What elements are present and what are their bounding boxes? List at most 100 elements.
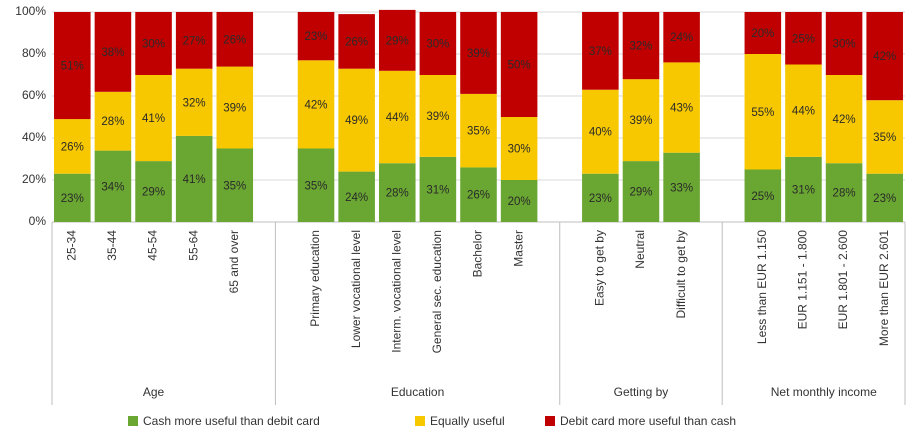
y-tick-label: 20% [22, 172, 46, 186]
data-label: 44% [386, 112, 409, 124]
x-tick-label: Easy to get by [593, 230, 607, 306]
bar-segment [94, 91, 132, 151]
data-label: 29% [629, 187, 652, 199]
x-tick-label: Neutral [633, 230, 647, 269]
data-label: 42% [305, 99, 328, 111]
bar-segment [582, 173, 619, 222]
bar-segment [582, 89, 619, 174]
bar-segment [419, 12, 457, 75]
bar-segment [582, 12, 619, 90]
data-label: 26% [223, 34, 246, 46]
data-label: 38% [101, 47, 124, 59]
x-tick-label: General sec. education [430, 230, 444, 353]
bar-segment [744, 169, 782, 222]
bar-segment [785, 156, 822, 222]
data-label: 39% [467, 48, 490, 60]
data-label: 35% [223, 180, 246, 192]
bar-segment [419, 156, 457, 222]
data-label: 35% [873, 132, 896, 144]
bar-segment [500, 180, 538, 222]
x-tick-label: Interm. vocational level [389, 230, 403, 353]
x-tick-label: Bachelor [471, 230, 485, 277]
data-label: 49% [345, 115, 368, 127]
data-label: 31% [426, 184, 449, 196]
group-label: Age [143, 385, 165, 399]
bar-segment [866, 100, 903, 174]
data-label: 41% [142, 113, 165, 125]
bar-segment [500, 117, 538, 180]
data-label: 27% [183, 35, 206, 47]
data-label: 30% [142, 39, 165, 51]
y-tick-label: 40% [22, 130, 46, 144]
bar-segment [135, 75, 172, 162]
data-label: 35% [467, 126, 490, 138]
data-label: 29% [386, 35, 409, 47]
data-label: 23% [589, 193, 612, 205]
x-tick-label: Master [511, 230, 525, 267]
data-label: 23% [873, 193, 896, 205]
bar-segment [866, 12, 903, 101]
bar-segment [785, 64, 822, 157]
x-tick-label: EUR 1.801 - 2.600 [836, 230, 850, 330]
legend-swatch [128, 416, 138, 426]
group-label: Net monthly income [771, 385, 877, 399]
data-label: 26% [467, 190, 490, 202]
y-tick-label: 100% [15, 4, 46, 18]
bar-segment [460, 12, 497, 94]
bar-segment [622, 79, 660, 162]
bar-segment [175, 68, 213, 136]
data-label: 25% [792, 33, 815, 45]
x-tick-label: 25-34 [64, 230, 78, 261]
x-tick-label: 35-44 [105, 230, 119, 261]
data-label: 20% [508, 196, 531, 208]
bar-segment [216, 12, 254, 67]
bar-segment [54, 119, 91, 174]
bar-segment [378, 70, 416, 164]
data-label: 24% [345, 192, 368, 204]
data-label: 25% [751, 191, 774, 203]
x-tick-label: Lower vocational level [349, 230, 363, 348]
data-label: 30% [508, 144, 531, 156]
bar-segment [175, 135, 213, 222]
data-label: 24% [670, 32, 693, 44]
legend-swatch [415, 416, 425, 426]
data-label: 32% [183, 97, 206, 109]
data-label: 39% [223, 103, 246, 115]
data-label: 28% [386, 188, 409, 200]
bar-segment [297, 60, 335, 149]
bar-segment [338, 171, 375, 222]
data-label: 55% [751, 107, 774, 119]
data-label: 42% [833, 114, 856, 126]
data-label: 40% [589, 127, 612, 139]
bar-segment [378, 9, 416, 71]
data-label: 39% [629, 115, 652, 127]
bar-segment [825, 163, 863, 222]
data-label: 30% [426, 39, 449, 51]
x-tick-label: 55-64 [186, 230, 200, 261]
data-label: 51% [61, 61, 84, 73]
bar-segment [135, 12, 172, 75]
bar-segment [866, 173, 903, 222]
data-label: 28% [101, 116, 124, 128]
bar-segment [297, 148, 335, 222]
bar-segment [785, 12, 822, 65]
data-label: 42% [873, 51, 896, 63]
data-label: 31% [792, 184, 815, 196]
y-tick-label: 60% [22, 88, 46, 102]
legend-label: Debit card more useful than cash [560, 414, 736, 428]
legend-label: Equally useful [430, 414, 505, 428]
bar-segment [744, 54, 782, 170]
bar-segment [135, 161, 172, 222]
data-label: 26% [61, 141, 84, 153]
data-label: 26% [345, 36, 368, 48]
bar-segment [825, 12, 863, 75]
x-tick-label: Primary education [308, 230, 322, 327]
data-label: 20% [751, 28, 774, 40]
bar-segment [500, 12, 538, 117]
bar-segment [460, 167, 497, 222]
group-label: Education [391, 385, 444, 399]
bar-segment [94, 12, 132, 92]
x-tick-label: Difficult to get by [674, 230, 688, 319]
data-label: 34% [101, 181, 124, 193]
data-label: 23% [305, 31, 328, 43]
